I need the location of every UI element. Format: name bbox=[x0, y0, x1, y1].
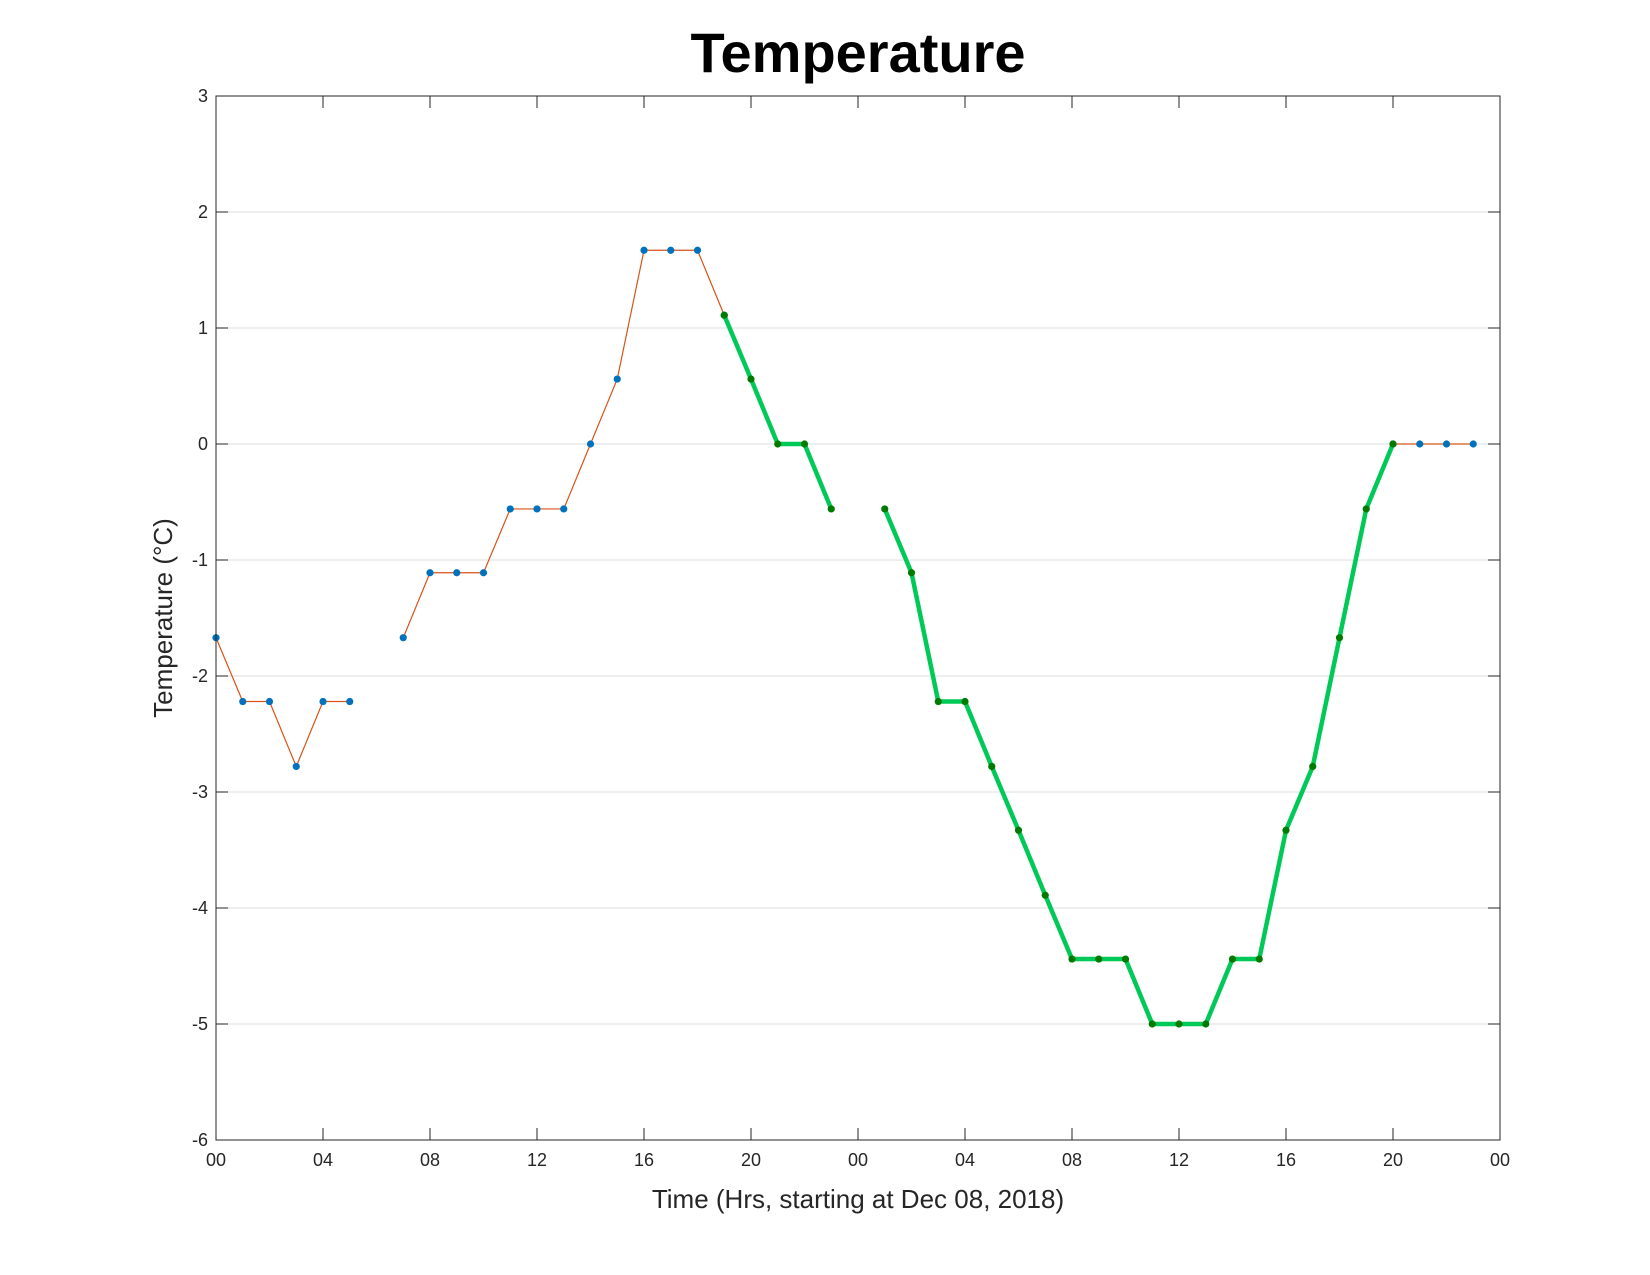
data-point bbox=[319, 697, 327, 706]
x-tick-label: 20 bbox=[741, 1150, 761, 1170]
data-point bbox=[774, 440, 782, 448]
y-tick-label: 2 bbox=[198, 202, 208, 222]
plot-frame bbox=[215, 95, 1501, 1141]
data-point bbox=[1255, 955, 1263, 963]
x-tick-label: 20 bbox=[1383, 1150, 1403, 1170]
y-tick-label: -2 bbox=[192, 666, 208, 686]
x-tick-label: 16 bbox=[634, 1150, 654, 1170]
data-point bbox=[1014, 826, 1023, 834]
data-point bbox=[1335, 634, 1344, 642]
data-point bbox=[1175, 1020, 1183, 1028]
y-tick-label: -6 bbox=[192, 1130, 208, 1150]
data-point bbox=[265, 697, 274, 706]
data-point bbox=[346, 697, 354, 706]
base-series bbox=[212, 246, 728, 771]
data-point bbox=[988, 762, 996, 771]
data-point bbox=[693, 246, 702, 254]
x-tick-label: 16 bbox=[1276, 1150, 1296, 1170]
series-line bbox=[215, 637, 351, 768]
data-point bbox=[1309, 762, 1317, 771]
y-tick-label: 1 bbox=[198, 318, 208, 338]
x-tick-label: 08 bbox=[1062, 1150, 1082, 1170]
data-point bbox=[827, 505, 835, 513]
data-point bbox=[1095, 955, 1103, 963]
data-point bbox=[1148, 1020, 1156, 1028]
series-layer bbox=[212, 246, 1477, 1028]
data-point bbox=[1389, 440, 1397, 448]
data-point bbox=[667, 246, 675, 254]
axis-ticks bbox=[215, 95, 1501, 1141]
x-tick-label: 04 bbox=[313, 1150, 333, 1170]
data-point bbox=[1416, 440, 1424, 448]
data-point bbox=[1121, 955, 1130, 963]
data-point bbox=[533, 505, 541, 513]
data-point bbox=[720, 311, 728, 319]
x-tick-label: 04 bbox=[955, 1150, 975, 1170]
y-tick-label: 3 bbox=[198, 86, 208, 106]
series-line bbox=[882, 441, 1396, 1027]
data-point bbox=[961, 697, 969, 706]
y-tick-label: 0 bbox=[198, 434, 208, 454]
x-tick-label: 12 bbox=[527, 1150, 547, 1170]
data-point bbox=[453, 569, 461, 577]
base-series bbox=[1389, 440, 1477, 448]
data-point bbox=[934, 697, 942, 706]
data-point bbox=[881, 505, 889, 513]
data-point bbox=[560, 505, 568, 513]
data-point bbox=[1442, 440, 1451, 448]
data-point bbox=[1362, 505, 1370, 513]
x-tick-label: 00 bbox=[206, 1150, 226, 1170]
data-point bbox=[292, 762, 300, 771]
y-tick-label: -1 bbox=[192, 550, 208, 570]
data-point bbox=[1041, 891, 1049, 899]
y-tick-labels: -6 -5 -4 -3 -2 -1 0 1 2 3 bbox=[192, 86, 208, 1150]
data-point bbox=[640, 246, 648, 254]
data-point bbox=[800, 440, 809, 448]
data-point bbox=[426, 569, 434, 577]
data-point bbox=[1228, 955, 1237, 963]
data-point bbox=[1202, 1020, 1210, 1028]
data-point bbox=[479, 569, 488, 577]
x-tick-label: 00 bbox=[1490, 1150, 1510, 1170]
data-point bbox=[1068, 955, 1076, 963]
data-point bbox=[239, 697, 247, 706]
data-point bbox=[1469, 440, 1477, 448]
y-axis-label: Temperature (°C) bbox=[148, 518, 178, 718]
data-point bbox=[1282, 826, 1290, 834]
chart-title: Temperature bbox=[690, 21, 1025, 84]
x-tick-labels: 00 04 08 12 16 20 00 04 08 12 16 20 00 bbox=[206, 1150, 1510, 1170]
highlight-series bbox=[720, 311, 1397, 1028]
data-point bbox=[613, 375, 621, 383]
gridlines bbox=[216, 211, 1500, 1025]
series-line bbox=[722, 312, 834, 512]
x-tick-label: 12 bbox=[1169, 1150, 1189, 1170]
data-point bbox=[907, 569, 916, 577]
data-point bbox=[506, 505, 514, 513]
data-point bbox=[586, 440, 595, 448]
data-point bbox=[399, 634, 407, 642]
x-tick-label: 00 bbox=[848, 1150, 868, 1170]
y-tick-label: -5 bbox=[192, 1014, 208, 1034]
y-tick-label: -3 bbox=[192, 782, 208, 802]
x-tick-label: 08 bbox=[420, 1150, 440, 1170]
data-point bbox=[747, 375, 755, 383]
y-tick-label: -4 bbox=[192, 898, 208, 918]
x-axis-label: Time (Hrs, starting at Dec 08, 2018) bbox=[652, 1184, 1064, 1214]
